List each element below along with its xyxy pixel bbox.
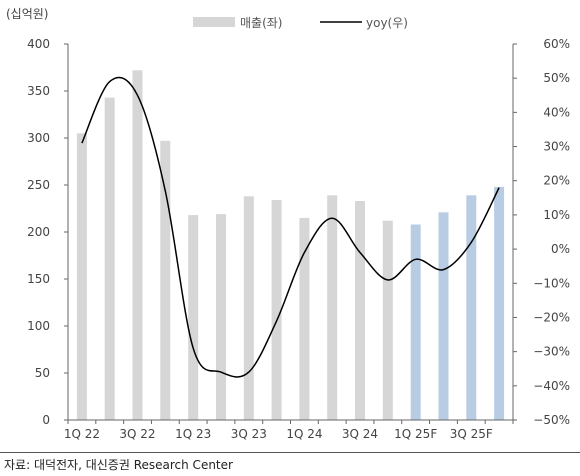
right-tick-label: 40% xyxy=(543,105,570,119)
bar-4Q23 xyxy=(271,200,282,420)
left-tick-label: 250 xyxy=(27,178,50,192)
right-tick-label: −40% xyxy=(533,379,570,393)
x-tick-label: 1Q 25F xyxy=(394,427,437,441)
bar-3Q22 xyxy=(132,70,143,421)
bar-1Q24 xyxy=(299,217,310,420)
left-tick-label: 150 xyxy=(27,272,50,286)
footer-divider xyxy=(0,452,580,453)
legend: 매출(좌) yoy(우) xyxy=(193,16,408,30)
bar-1Q25F xyxy=(410,224,421,420)
bar-2Q25F xyxy=(438,212,449,420)
right-tick-label: 30% xyxy=(543,140,570,154)
legend-yoy-label: yoy(우) xyxy=(366,16,408,30)
x-tick-label: 1Q 24 xyxy=(286,427,322,441)
x-tick-label: 3Q 23 xyxy=(231,427,267,441)
right-tick-label: −30% xyxy=(533,345,570,359)
bar-1Q23 xyxy=(188,215,199,420)
bar-4Q24 xyxy=(382,220,393,420)
source-note: 자료: 대덕전자, 대신증권 Research Center xyxy=(4,458,233,472)
left-tick-label: 50 xyxy=(35,366,50,380)
x-tick-label: 1Q 22 xyxy=(64,427,100,441)
left-tick-label: 100 xyxy=(27,319,50,333)
left-tick-label: 0 xyxy=(42,413,50,427)
bar-3Q24 xyxy=(355,201,365,420)
bar-1Q22 xyxy=(76,133,87,421)
left-tick-label: 300 xyxy=(27,131,50,145)
left-tick-label: 350 xyxy=(27,84,50,98)
bar-2Q23 xyxy=(216,214,226,420)
left-axis-unit-label: (십억원) xyxy=(6,7,48,21)
left-tick-label: 200 xyxy=(27,225,50,239)
bar-3Q25F xyxy=(466,195,477,420)
legend-bar-swatch xyxy=(193,17,235,27)
sales-yoy-chart: (십억원) 매출(좌) yoy(우) 0 50 100 150 200 250 300 350… xyxy=(6,7,570,441)
x-tick-label: 1Q 23 xyxy=(175,427,211,441)
x-tick-label: 3Q 25F xyxy=(450,427,493,441)
x-tick-label: 3Q 22 xyxy=(119,427,155,441)
right-tick-label: 50% xyxy=(543,71,570,85)
right-tick-label: 0% xyxy=(551,242,570,256)
x-tick-label: 3Q 24 xyxy=(342,427,378,441)
bar-series xyxy=(76,70,505,421)
left-tick-label: 400 xyxy=(27,37,50,51)
right-tick-label: −20% xyxy=(533,310,570,324)
right-tick-label: 60% xyxy=(543,37,570,51)
legend-sales-label: 매출(좌) xyxy=(240,16,282,30)
right-tick-label: 10% xyxy=(543,208,570,222)
yoy-line xyxy=(81,76,500,378)
yoy-line-series xyxy=(81,76,500,378)
axes: 0 50 100 150 200 250 300 350 400 −50% −40% −30% −20%… xyxy=(27,37,570,441)
right-tick-label: −10% xyxy=(533,276,570,290)
bar-2Q22 xyxy=(104,97,115,420)
right-tick-label: 20% xyxy=(543,174,570,188)
bar-4Q22 xyxy=(160,140,171,421)
bar-4Q25F xyxy=(494,186,505,420)
bar-3Q23 xyxy=(243,196,254,420)
bar-2Q24 xyxy=(327,195,338,420)
right-tick-label: −50% xyxy=(533,413,570,427)
